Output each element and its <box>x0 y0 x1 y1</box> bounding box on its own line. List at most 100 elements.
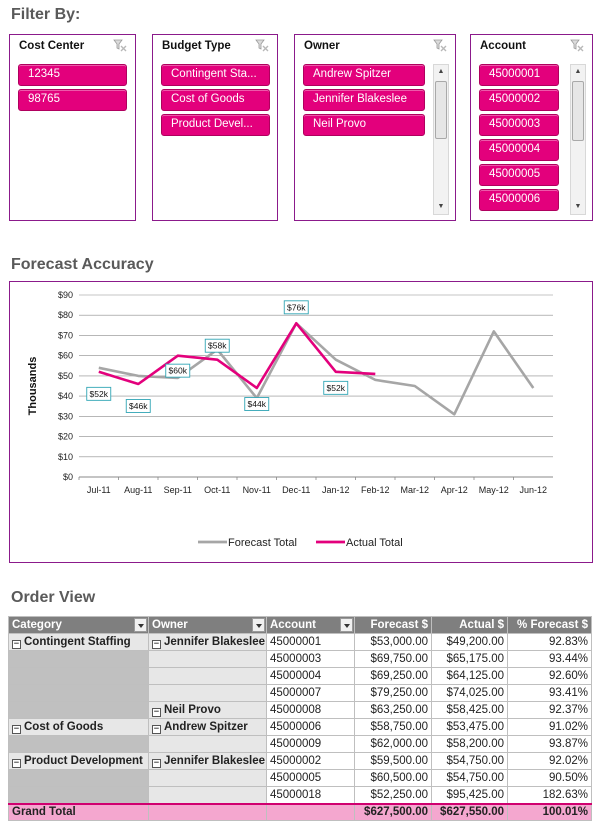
collapse-icon[interactable]: − <box>152 723 161 734</box>
clear-filter-icon[interactable] <box>113 38 127 52</box>
collapse-icon[interactable]: − <box>12 638 21 649</box>
collapse-icon[interactable]: − <box>152 757 161 768</box>
actual-cell: $49,200.00 <box>431 633 508 651</box>
scroll-down-icon[interactable]: ▼ <box>574 203 582 210</box>
owner-cell[interactable]: − Jennifer Blakeslee <box>148 752 267 770</box>
collapse-icon[interactable]: − <box>152 706 161 717</box>
slicer-item-45000002[interactable]: 45000002 <box>479 89 559 111</box>
slicer-account: Account 45000001 45000002 45000003 45000004 4… <box>470 34 593 221</box>
pct-forecast-cell: 91.02% <box>507 718 592 736</box>
scroll-up-icon[interactable]: ▲ <box>574 68 582 75</box>
slicer-item-cost-of-goods[interactable]: Cost of Goods <box>161 89 270 111</box>
slicer-item-neil-provo[interactable]: Neil Provo <box>303 114 425 136</box>
filter-dropdown-icon[interactable] <box>252 618 265 632</box>
x-tick-label: Oct-11 <box>204 485 230 495</box>
legend-label: Actual Total <box>346 537 403 549</box>
scroll-thumb[interactable] <box>435 81 447 139</box>
x-tick-label: Jul-11 <box>87 485 111 495</box>
column-header-forecast: Forecast $ <box>354 616 432 634</box>
collapse-icon[interactable]: − <box>152 638 161 649</box>
owner-cell[interactable]: − Jennifer Blakeslee <box>148 633 267 651</box>
category-cell[interactable]: − Product Development <box>8 752 149 770</box>
slicer-budget-type: Budget Type Contingent Sta... Cost of Good… <box>152 34 278 221</box>
slicer-item-45000003[interactable]: 45000003 <box>479 114 559 136</box>
owner-cell[interactable]: − Andrew Spitzer <box>148 718 267 736</box>
column-header-label: % Forecast $ <box>517 619 588 631</box>
slicer-item-98765[interactable]: 98765 <box>18 89 127 111</box>
actual-cell: $53,475.00 <box>431 718 508 736</box>
grand-total-row: Grand Total $627,500.00 $627,550.00 100.01% <box>8 802 592 821</box>
clear-filter-icon[interactable] <box>570 38 584 52</box>
owner-cell <box>148 786 267 804</box>
data-label: $44k <box>248 399 267 409</box>
filter-title: Filter By: <box>11 6 81 23</box>
slicer-items: 12345 98765 <box>18 64 127 114</box>
data-label: $52k <box>327 383 346 393</box>
account-cell: 45000004 <box>266 667 355 685</box>
grand-total-forecast: $627,500.00 <box>354 802 432 821</box>
category-cell[interactable]: − Contingent Staffing <box>8 633 149 651</box>
pct-forecast-cell: 90.50% <box>507 769 592 787</box>
owner-cell <box>148 684 267 702</box>
data-label-box <box>283 300 309 315</box>
x-tick-label: Mar-12 <box>400 485 429 495</box>
slicer-item-contingent-sta[interactable]: Contingent Sta... <box>161 64 270 86</box>
column-header-account[interactable]: Account <box>266 616 355 634</box>
slicer-item-45000001[interactable]: 45000001 <box>479 64 559 86</box>
slicer-item-12345[interactable]: 12345 <box>18 64 127 86</box>
y-tick-label: $0 <box>63 472 73 482</box>
chart-svg: $0 $10 $20 $30 $40 $50 $60 $70 $80 $90 Thousands Ju… <box>27 290 553 549</box>
forecast-cell: $63,250.00 <box>354 701 432 719</box>
slicer-item-product-devel[interactable]: Product Devel... <box>161 114 270 136</box>
slicer-scrollbar[interactable]: ▲ ▼ <box>433 64 449 215</box>
slicer-header: Budget Type <box>153 35 277 59</box>
y-tick-label: $60 <box>58 351 73 361</box>
slicer-scrollbar[interactable]: ▲ ▼ <box>570 64 586 215</box>
slicer-owner: Owner Andrew Spitzer Jennifer Blakeslee Nei… <box>294 34 456 221</box>
filter-dropdown-icon[interactable] <box>134 618 147 632</box>
owner-cell[interactable]: − Neil Provo <box>148 701 267 719</box>
forecast-cell: $52,250.00 <box>354 786 432 804</box>
slicer-item-andrew-spitzer[interactable]: Andrew Spitzer <box>303 64 425 86</box>
collapse-icon[interactable]: − <box>12 757 21 768</box>
scroll-thumb[interactable] <box>572 81 584 141</box>
clear-filter-icon[interactable] <box>433 38 447 52</box>
x-tick-label: Apr-12 <box>441 485 468 495</box>
filter-dropdown-icon[interactable] <box>340 618 353 632</box>
x-tick-label: Dec-11 <box>282 485 310 495</box>
column-header-forecast: % Forecast $ <box>507 616 592 634</box>
forecast-cell: $59,500.00 <box>354 752 432 770</box>
collapse-icon[interactable]: − <box>12 723 21 734</box>
actual-cell: $74,025.00 <box>431 684 508 702</box>
y-tick-label: $40 <box>58 391 73 401</box>
data-label: $60k <box>169 366 188 376</box>
actual-cell: $54,750.00 <box>431 769 508 787</box>
category-cell <box>8 684 149 702</box>
table-row: 45000005 $60,500.00 $54,750.00 90.50% <box>8 769 592 787</box>
column-header-category[interactable]: Category <box>8 616 149 634</box>
slicer-item-jennifer-blakeslee[interactable]: Jennifer Blakeslee <box>303 89 425 111</box>
account-cell: 45000008 <box>266 701 355 719</box>
category-cell <box>8 650 149 668</box>
column-header-label: Actual $ <box>459 619 504 631</box>
category-cell <box>8 667 149 685</box>
column-header-owner[interactable]: Owner <box>148 616 267 634</box>
owner-label: Jennifer Blakeslee <box>164 635 266 648</box>
scroll-up-icon[interactable]: ▲ <box>437 68 445 75</box>
x-tick-label: Jan-12 <box>322 485 350 495</box>
y-tick-label: $10 <box>58 452 73 462</box>
slicer-title: Budget Type <box>162 40 231 52</box>
slicer-title: Cost Center <box>19 40 85 52</box>
slicer-item-45000006[interactable]: 45000006 <box>479 189 559 211</box>
pct-forecast-cell: 93.44% <box>507 650 592 668</box>
actual-cell: $65,175.00 <box>431 650 508 668</box>
actual-cell: $58,425.00 <box>431 701 508 719</box>
account-cell: 45000018 <box>266 786 355 804</box>
clear-filter-icon[interactable] <box>255 38 269 52</box>
owner-cell <box>148 667 267 685</box>
account-cell: 45000006 <box>266 718 355 736</box>
scroll-down-icon[interactable]: ▼ <box>437 203 445 210</box>
category-cell[interactable]: − Cost of Goods <box>8 718 149 736</box>
slicer-item-45000004[interactable]: 45000004 <box>479 139 559 161</box>
slicer-item-45000005[interactable]: 45000005 <box>479 164 559 186</box>
